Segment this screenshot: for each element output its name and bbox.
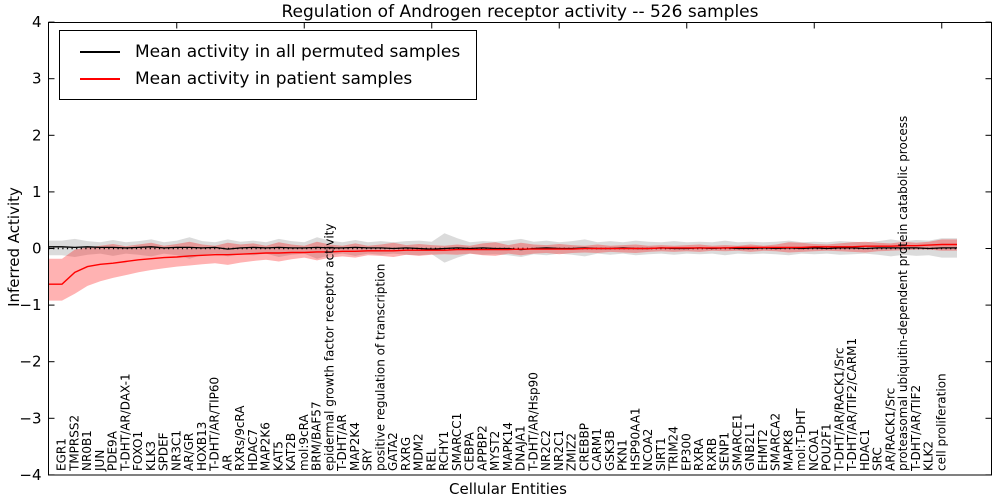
x-axis-label: Cellular Entities [449,480,567,498]
x-category-label: HDAC7 [246,429,260,471]
chart-title: Regulation of Androgen receptor activity… [281,2,759,22]
x-category-label: mol:9cRA [297,414,311,471]
legend-item: Mean activity in patient samples [80,65,460,92]
legend-item-label: Mean activity in patient samples [135,68,413,89]
x-category-label: T-DHT/AR/Hsp90 [526,372,540,472]
x-category-label: EGR1 [55,438,69,471]
x-category-label: MAP2K6 [259,422,273,471]
x-category-label: ZMIZ2 [565,433,579,471]
y-tick-label: 1 [32,183,42,201]
patient-confidence-band [48,239,957,301]
x-category-label: GNB2L1 [743,423,757,471]
x-category-label: T-DHT/AR/TIF2 [909,385,923,472]
x-category-label: AR/GR [182,433,196,471]
x-category-label: proteasomal ubiquitin-dependent protein … [896,116,910,471]
x-category-label: T-DHT/AR [335,414,349,472]
x-category-label: DNAJA1 [514,425,528,471]
y-tick-label: −3 [19,409,41,427]
x-category-label: NCOA2 [641,429,655,471]
x-category-label: HSP90AA1 [628,407,642,471]
x-category-label: CEBPA [463,431,477,471]
x-category-label: KAT2B [284,433,298,471]
x-category-label: MDM2 [412,433,426,471]
x-category-label: T-DHT/AR/TIP60 [208,377,222,472]
x-category-label: GSK3B [603,430,617,471]
x-category-label: SRC [871,447,885,471]
x-category-label: T-DHT/AR/TIF2/CARM1 [845,338,859,472]
y-tick-label: 3 [32,70,42,88]
patient-mean-line [48,243,957,285]
permuted-line-swatch [80,50,120,53]
legend: Mean activity in all permuted samples Me… [59,30,478,100]
x-category-label: KAT5 [271,441,285,471]
x-category-label: AR/RACK1/Src [883,388,897,471]
x-category-label: SENP1 [718,432,732,471]
y-axis-label: Inferred Activity [5,187,23,307]
x-category-label: T-DHT/AR/DAX-1 [118,373,132,472]
x-category-label: FOXO1 [131,431,145,471]
x-category-label: SMARCE1 [730,413,744,471]
x-category-label: epidermal growth factor receptor activit… [322,224,336,471]
x-category-label: TMPRSS2 [67,415,81,472]
y-tick-label: 4 [32,13,42,31]
x-category-label: EHMT2 [756,429,770,471]
y-tick-label: −2 [19,353,41,371]
legend-item-label: Mean activity in all permuted samples [135,41,461,62]
x-category-label: KLK2 [922,441,936,471]
x-category-label: APPBP2 [475,425,489,471]
x-category-label: JUN [93,450,107,472]
x-category-label: CARM1 [590,428,604,471]
x-category-label: NCOA1 [807,429,821,471]
x-category-label: positive regulation of transcription [373,264,387,471]
x-category-label: NR0B1 [80,430,94,471]
x-category-label: MAPK8 [781,430,795,471]
x-category-label: KLK3 [144,441,158,471]
y-tick-label: −4 [19,466,41,484]
y-tick-label: 0 [32,240,42,258]
patient-line-swatch [80,77,120,80]
x-category-label: SIRT1 [654,437,668,471]
y-tick-label: 2 [32,126,42,144]
x-category-label: GATA2 [386,432,400,471]
x-category-label: RXRA [692,438,706,471]
permuted-mean-line [48,246,957,251]
x-category-label: MAP2K4 [348,422,362,471]
legend-item: Mean activity in all permuted samples [80,38,460,65]
x-category-label: AR [220,454,234,471]
x-category-label: BRM/BAF57 [310,401,324,471]
x-category-label: RCHY1 [437,431,451,471]
x-category-label: SMARCC1 [450,413,464,471]
x-category-label: NR2C1 [552,430,566,471]
y-tick-label: −1 [19,296,41,314]
x-category-label: SRY [361,448,375,471]
x-category-label: PDE9A [106,430,120,471]
x-category-label: REL [424,448,438,471]
x-category-label: POU2F1 [820,423,834,471]
x-category-label: CREBBP [577,423,591,471]
x-category-label: EP300 [679,433,693,471]
x-category-label: HOXB13 [195,422,209,471]
x-category-label: TRIM24 [667,426,681,472]
x-category-label: cell proliferation [934,373,948,471]
x-category-label: NR2C2 [539,430,553,471]
x-category-label: PKN1 [616,439,630,471]
x-category-label: MYST2 [488,431,502,471]
x-category-label: RXRs/9cRA [233,405,247,471]
x-category-label: SPDEF [157,432,171,471]
x-category-label: SMARCA2 [769,413,783,471]
x-category-label: MAPK14 [501,422,515,471]
x-category-label: T-DHT/AR/RACK1/Src [832,348,846,472]
x-category-label: mol:T-DHT [794,408,808,471]
x-category-label: RXRB [705,438,719,471]
x-category-label: NR3C1 [169,430,183,471]
x-category-label: HDAC1 [858,429,872,471]
x-category-label: RXRG [399,437,413,471]
